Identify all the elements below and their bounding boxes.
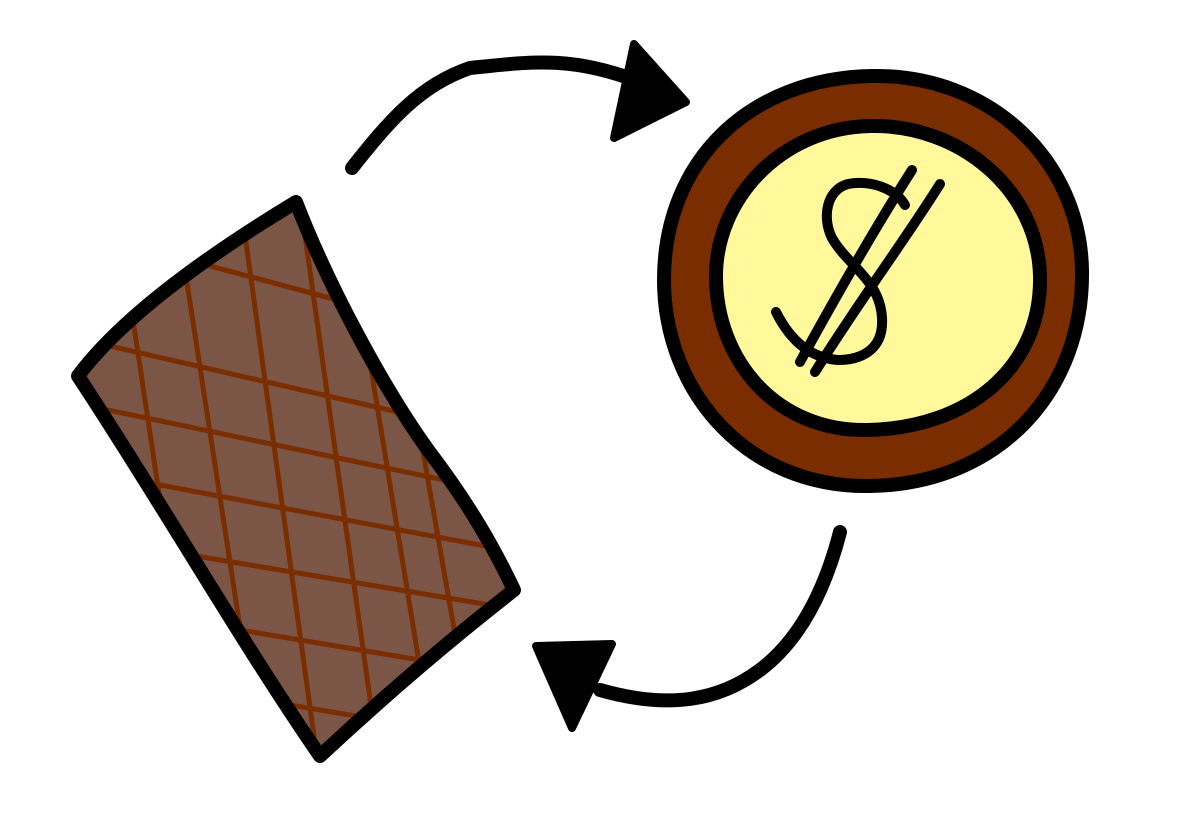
curved-arrow-icon: [345, 40, 690, 175]
arrow-coin-to-bar-line: [593, 525, 847, 708]
arrow-bar-to-coin-line: [345, 55, 647, 175]
chocolate-bar-outline: [71, 195, 521, 763]
arrow-bar-to-coin-head: [610, 40, 690, 142]
dollar-sign-icon: [771, 165, 945, 377]
curved-arrow-icon: [532, 525, 847, 732]
dollar-coin-icon: [657, 68, 1090, 494]
arrow-coin-to-bar-head: [532, 640, 616, 732]
chocolate-bar-icon: [71, 195, 521, 763]
